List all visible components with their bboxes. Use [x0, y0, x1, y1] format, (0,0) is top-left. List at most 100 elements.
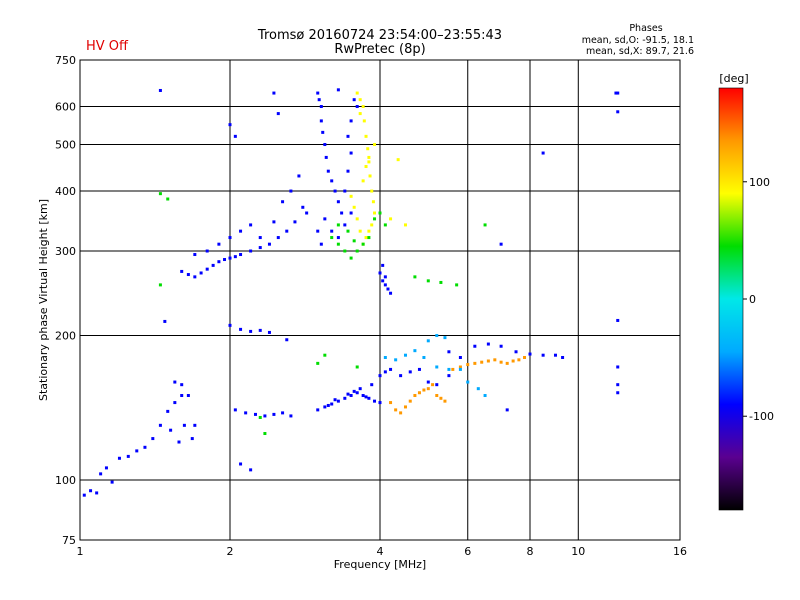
- data-point: [403, 223, 407, 227]
- data-point: [435, 383, 439, 387]
- data-point: [343, 396, 347, 400]
- data-point: [349, 211, 353, 215]
- data-point: [616, 391, 620, 395]
- data-point: [193, 275, 197, 279]
- data-point: [293, 220, 297, 224]
- data-point: [371, 200, 375, 204]
- data-point: [333, 189, 337, 193]
- data-point: [466, 380, 470, 384]
- data-point: [439, 396, 443, 400]
- data-point: [233, 408, 237, 412]
- data-point: [458, 367, 462, 371]
- data-point: [349, 194, 353, 198]
- data-point: [368, 174, 372, 178]
- data-point: [355, 365, 359, 369]
- y-tick-label: 300: [55, 245, 76, 258]
- x-axis-label: Frequency [MHz]: [334, 558, 426, 571]
- data-point: [349, 256, 353, 260]
- data-point: [323, 143, 327, 147]
- data-point: [499, 344, 503, 348]
- data-point: [228, 323, 232, 327]
- colorbar-ticks: -100 0 100: [743, 176, 774, 423]
- data-point: [561, 355, 565, 359]
- data-point: [486, 359, 490, 363]
- data-point: [358, 112, 362, 116]
- data-point: [383, 370, 387, 374]
- data-point: [249, 249, 253, 253]
- data-point: [336, 223, 340, 227]
- data-point: [258, 415, 262, 419]
- data-point: [399, 374, 403, 378]
- data-point: [367, 160, 371, 164]
- data-point: [267, 242, 271, 246]
- data-point: [190, 437, 194, 441]
- data-point: [358, 229, 362, 233]
- data-point: [483, 394, 487, 398]
- data-point: [381, 279, 385, 283]
- data-point: [483, 223, 487, 227]
- data-point: [355, 391, 359, 395]
- data-point: [378, 374, 382, 378]
- data-point: [233, 134, 237, 138]
- data-point: [95, 491, 99, 495]
- colorbar-tick-label: 0: [749, 293, 756, 306]
- data-point: [158, 192, 162, 196]
- data-point: [616, 365, 620, 369]
- data-point: [408, 370, 412, 374]
- data-point: [352, 98, 356, 102]
- data-point: [386, 287, 390, 291]
- data-point: [352, 239, 356, 243]
- data-point: [443, 336, 447, 340]
- data-point: [267, 330, 271, 334]
- x-tick-label: 6: [464, 545, 471, 558]
- data-point: [239, 253, 243, 257]
- data-point: [473, 344, 477, 348]
- data-point: [336, 88, 340, 92]
- data-point: [352, 389, 356, 393]
- data-point: [199, 271, 203, 275]
- data-point: [505, 408, 509, 412]
- data-point: [272, 220, 276, 224]
- data-point: [158, 283, 162, 287]
- data-point: [316, 408, 320, 412]
- data-point: [417, 367, 421, 371]
- data-point: [276, 236, 280, 240]
- data-point: [228, 123, 232, 127]
- data-point: [394, 358, 398, 362]
- data-point: [367, 155, 371, 159]
- data-point: [316, 361, 320, 365]
- data-point: [193, 423, 197, 427]
- data-point: [336, 242, 340, 246]
- data-point: [389, 367, 393, 371]
- data-point: [158, 423, 162, 427]
- data-point: [99, 472, 103, 476]
- data-point: [330, 229, 334, 233]
- data-point: [466, 363, 470, 367]
- data-point: [343, 249, 347, 253]
- data-point: [281, 200, 285, 204]
- data-point: [217, 242, 221, 246]
- data-point: [413, 275, 417, 279]
- data-point: [228, 256, 232, 260]
- data-point: [364, 395, 368, 399]
- colorbar-label: [deg]: [719, 72, 748, 85]
- data-point: [89, 489, 93, 493]
- phase-stats-o: mean, sd,O: -91.5, 18.1: [582, 35, 694, 46]
- data-point: [336, 236, 340, 240]
- data-point: [355, 249, 359, 253]
- data-point: [486, 342, 490, 346]
- data-point: [297, 174, 301, 178]
- data-point: [614, 91, 618, 95]
- data-point: [352, 205, 356, 209]
- data-point: [180, 383, 184, 387]
- data-point: [239, 229, 243, 233]
- data-point: [366, 147, 370, 151]
- colorbar-tick-label: -100: [749, 410, 774, 423]
- data-point: [173, 401, 177, 405]
- chart-title-line1: Tromsø 20160724 23:54:00–23:55:43: [257, 28, 502, 43]
- grid-lines: [80, 60, 680, 540]
- data-point: [431, 383, 435, 387]
- data-point: [361, 394, 365, 398]
- data-point: [541, 353, 545, 357]
